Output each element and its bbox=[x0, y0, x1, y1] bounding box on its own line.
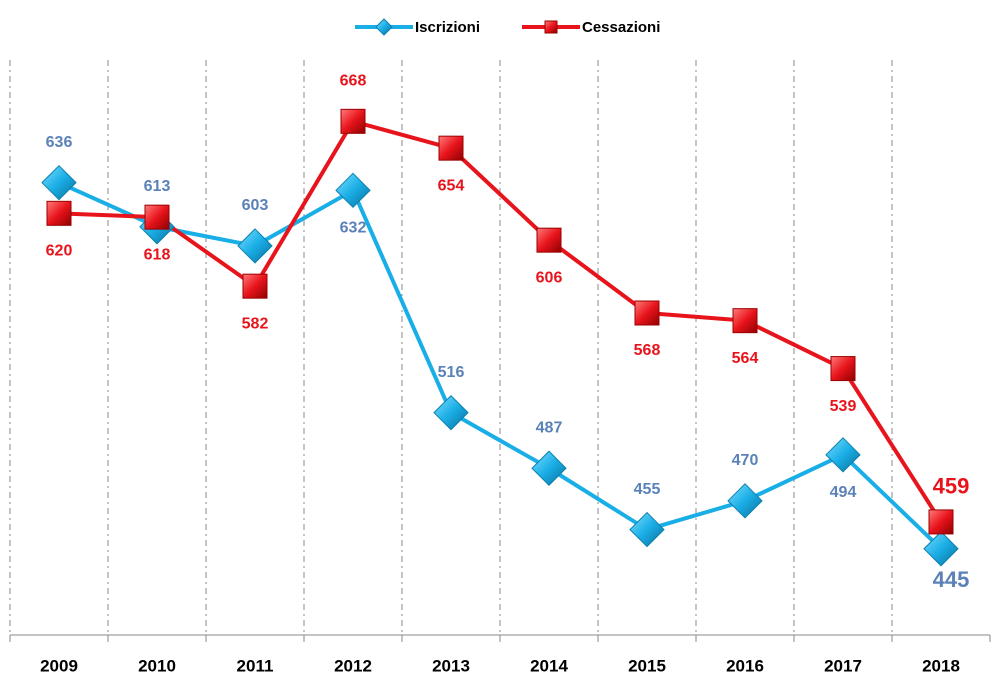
marker bbox=[923, 531, 959, 567]
data-label: 620 bbox=[46, 243, 73, 260]
marker bbox=[634, 300, 660, 326]
marker bbox=[46, 200, 72, 226]
x-tick-label: 2015 bbox=[628, 656, 666, 675]
data-label: 459 bbox=[933, 474, 970, 499]
series-line bbox=[58, 119, 943, 523]
marker bbox=[144, 204, 170, 230]
marker bbox=[727, 483, 763, 519]
marker bbox=[237, 228, 273, 264]
data-label: 516 bbox=[438, 364, 465, 381]
data-label: 654 bbox=[438, 177, 465, 194]
data-label: 470 bbox=[732, 452, 759, 469]
legend-label: Iscrizioni bbox=[415, 19, 480, 36]
marker bbox=[335, 172, 371, 209]
data-label: 564 bbox=[732, 350, 759, 367]
x-tick-label: 2011 bbox=[237, 656, 274, 675]
data-label: 636 bbox=[46, 134, 73, 151]
data-label: 487 bbox=[536, 419, 563, 436]
legend-marker bbox=[375, 18, 393, 36]
marker bbox=[340, 108, 366, 134]
marker bbox=[830, 356, 856, 382]
marker bbox=[531, 450, 567, 486]
data-label: 603 bbox=[242, 197, 269, 214]
x-tick-label: 2014 bbox=[530, 656, 568, 675]
series-line bbox=[58, 180, 943, 551]
x-tick-label: 2009 bbox=[40, 656, 78, 675]
legend: Iscrizioni Cessazioni bbox=[355, 18, 660, 36]
data-label: 494 bbox=[830, 484, 857, 501]
data-label: 613 bbox=[144, 178, 171, 195]
data-label: 539 bbox=[830, 398, 857, 415]
x-tick-label: 2016 bbox=[726, 656, 764, 675]
marker bbox=[928, 509, 954, 535]
legend-label: Cessazioni bbox=[582, 19, 660, 36]
marker bbox=[536, 227, 562, 253]
legend-marker bbox=[544, 20, 558, 34]
data-label: 445 bbox=[933, 567, 970, 592]
x-tick-label: 2017 bbox=[824, 656, 862, 675]
marker bbox=[41, 164, 77, 201]
marker bbox=[825, 437, 861, 473]
x-tick-label: 2018 bbox=[922, 656, 960, 675]
data-label: 568 bbox=[634, 342, 661, 359]
data-label: 632 bbox=[340, 220, 367, 237]
marker bbox=[732, 308, 758, 334]
marker bbox=[629, 511, 665, 548]
x-tick-label: 2010 bbox=[138, 656, 176, 675]
marker bbox=[438, 135, 464, 161]
data-label: 455 bbox=[634, 481, 661, 498]
data-label: 582 bbox=[242, 315, 269, 332]
marker bbox=[433, 394, 469, 431]
marker bbox=[242, 273, 268, 299]
x-tick-label: 2013 bbox=[432, 656, 470, 675]
data-label: 668 bbox=[340, 73, 367, 90]
x-tick-label: 2012 bbox=[334, 656, 372, 675]
data-label: 606 bbox=[536, 269, 563, 286]
data-label: 618 bbox=[144, 246, 171, 263]
